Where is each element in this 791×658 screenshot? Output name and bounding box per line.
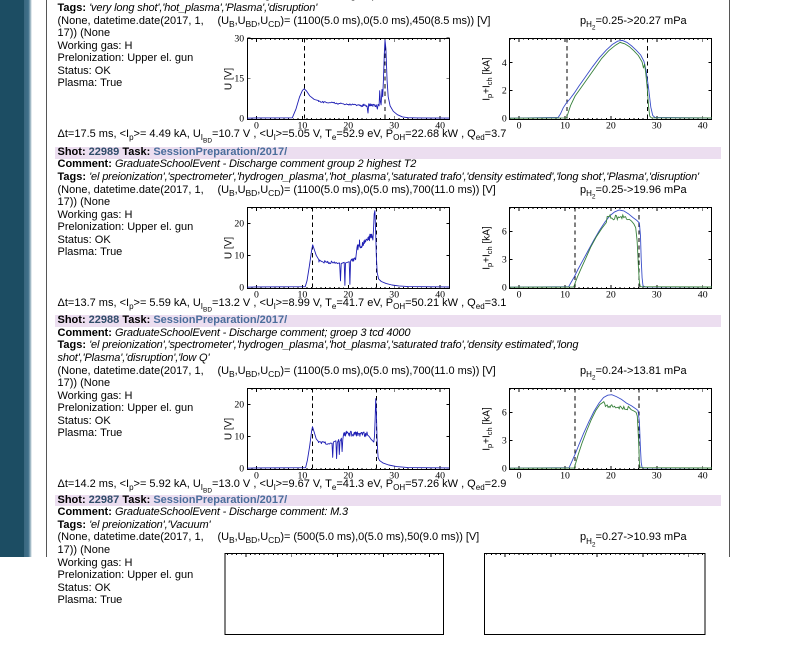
svg-text:6: 6 [502, 227, 507, 238]
svg-text:40: 40 [435, 121, 445, 132]
svg-text:30: 30 [389, 290, 399, 301]
svg-text:20: 20 [606, 290, 616, 301]
svg-text:10: 10 [560, 290, 570, 301]
svg-text:40: 40 [698, 290, 708, 301]
svg-text:4: 4 [502, 58, 507, 69]
svg-text:U [V]: U [V] [224, 418, 235, 440]
svg-text:0: 0 [502, 463, 507, 474]
svg-text:20: 20 [343, 290, 353, 301]
svg-text:3: 3 [502, 255, 507, 266]
svg-text:0: 0 [254, 121, 259, 132]
svg-text:10: 10 [560, 121, 570, 132]
svg-text:40: 40 [698, 470, 708, 481]
svg-text:10: 10 [298, 290, 308, 301]
svg-text:0: 0 [239, 463, 244, 474]
svg-text:30: 30 [652, 290, 662, 301]
svg-text:20: 20 [343, 121, 353, 132]
svg-text:3: 3 [502, 435, 507, 446]
svg-text:30: 30 [652, 470, 662, 481]
svg-text:0: 0 [254, 470, 259, 481]
svg-text:2: 2 [502, 86, 507, 97]
svg-text:20: 20 [606, 470, 616, 481]
svg-text:0: 0 [517, 290, 522, 301]
svg-text:0: 0 [239, 113, 244, 124]
svg-text:10: 10 [234, 431, 244, 442]
svg-text:0: 0 [502, 282, 507, 293]
svg-text:40: 40 [435, 290, 445, 301]
svg-text:10: 10 [234, 251, 244, 262]
svg-text:40: 40 [435, 470, 445, 481]
svg-text:Ip+Ich [kA]: Ip+Ich [kA] [482, 57, 495, 101]
svg-text:10: 10 [298, 121, 308, 132]
svg-text:0: 0 [517, 121, 522, 132]
svg-text:0: 0 [517, 470, 522, 481]
svg-text:10: 10 [298, 470, 308, 481]
svg-text:0: 0 [239, 282, 244, 293]
svg-text:20: 20 [234, 219, 244, 230]
svg-text:30: 30 [389, 121, 399, 132]
svg-text:30: 30 [652, 121, 662, 132]
svg-text:0: 0 [502, 113, 507, 124]
svg-text:20: 20 [234, 399, 244, 410]
svg-text:10: 10 [560, 470, 570, 481]
svg-text:30: 30 [389, 470, 399, 481]
svg-text:15: 15 [234, 73, 244, 84]
svg-text:30: 30 [234, 33, 244, 44]
svg-text:0: 0 [254, 290, 259, 301]
svg-text:U [V]: U [V] [224, 68, 235, 90]
svg-text:6: 6 [502, 407, 507, 418]
svg-text:40: 40 [698, 121, 708, 132]
svg-text:Ip+Ich [kA]: Ip+Ich [kA] [482, 407, 495, 451]
svg-text:20: 20 [343, 470, 353, 481]
svg-text:Ip+Ich [kA]: Ip+Ich [kA] [482, 226, 495, 270]
svg-text:U [V]: U [V] [224, 237, 235, 259]
svg-text:20: 20 [606, 121, 616, 132]
